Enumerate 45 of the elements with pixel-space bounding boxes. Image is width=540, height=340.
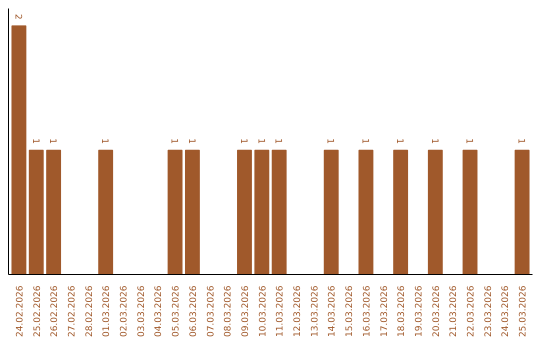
data-label: 1 bbox=[168, 138, 179, 144]
x-tick-label: 03.03.2026 bbox=[136, 285, 147, 338]
x-tick-label: 17.03.2026 bbox=[380, 285, 390, 338]
x-tick-label: 16.03.2026 bbox=[362, 285, 372, 338]
x-tick-label: 18.03.2026 bbox=[397, 285, 408, 338]
x-tick-label: 11.03.2026 bbox=[276, 285, 286, 338]
x-tick-label: 01.03.2026 bbox=[102, 285, 112, 338]
x-tick-label: 08.03.2026 bbox=[224, 285, 234, 338]
x-tick-label: 19.03.2026 bbox=[414, 285, 424, 338]
data-label: 1 bbox=[47, 138, 58, 144]
data-label: 1 bbox=[324, 138, 335, 144]
x-tick-label: 05.03.2026 bbox=[172, 285, 182, 338]
data-label: 1 bbox=[516, 138, 526, 144]
data-label: 1 bbox=[272, 138, 283, 144]
data-label: 1 bbox=[394, 138, 404, 144]
x-tick-label: 22.03.2026 bbox=[466, 285, 477, 338]
data-label: 2 bbox=[12, 14, 22, 20]
x-tick-label: 10.03.2026 bbox=[258, 285, 268, 338]
x-tick-label: 24.02.2026 bbox=[15, 285, 26, 338]
x-tick-label: 23.03.2026 bbox=[484, 285, 494, 338]
data-label: 1 bbox=[359, 138, 370, 144]
x-tick-label: 06.03.2026 bbox=[188, 285, 199, 338]
data-label: 1 bbox=[428, 138, 439, 144]
x-tick-label: 13.03.2026 bbox=[310, 285, 320, 338]
x-tick-label: 24.03.2026 bbox=[501, 285, 512, 338]
data-label: 1 bbox=[464, 138, 474, 144]
data-label: 1 bbox=[30, 138, 40, 144]
x-tick-label: 27.02.2026 bbox=[67, 285, 78, 338]
data-label: 1 bbox=[255, 138, 266, 144]
x-tick-label: 28.02.2026 bbox=[84, 285, 95, 338]
x-tick-label: 07.03.2026 bbox=[206, 285, 216, 338]
x-tick-label: 20.03.2026 bbox=[432, 285, 442, 338]
data-label: 1 bbox=[186, 138, 196, 144]
x-tick-label: 14.03.2026 bbox=[328, 285, 338, 338]
x-tick-label: 02.03.2026 bbox=[120, 285, 130, 338]
x-tick-label: 25.03.2026 bbox=[518, 285, 529, 338]
x-tick-label: 09.03.2026 bbox=[240, 285, 251, 338]
x-tick-label: 21.03.2026 bbox=[449, 285, 460, 338]
x-tick-label: 25.02.2026 bbox=[32, 285, 43, 338]
x-tick-label: 04.03.2026 bbox=[154, 285, 164, 338]
data-label: 1 bbox=[99, 138, 110, 144]
data-label: 1 bbox=[238, 138, 248, 144]
x-tick-label: 12.03.2026 bbox=[293, 285, 304, 338]
x-tick-label: 15.03.2026 bbox=[345, 285, 356, 338]
x-tick-label: 26.02.2026 bbox=[50, 285, 60, 338]
